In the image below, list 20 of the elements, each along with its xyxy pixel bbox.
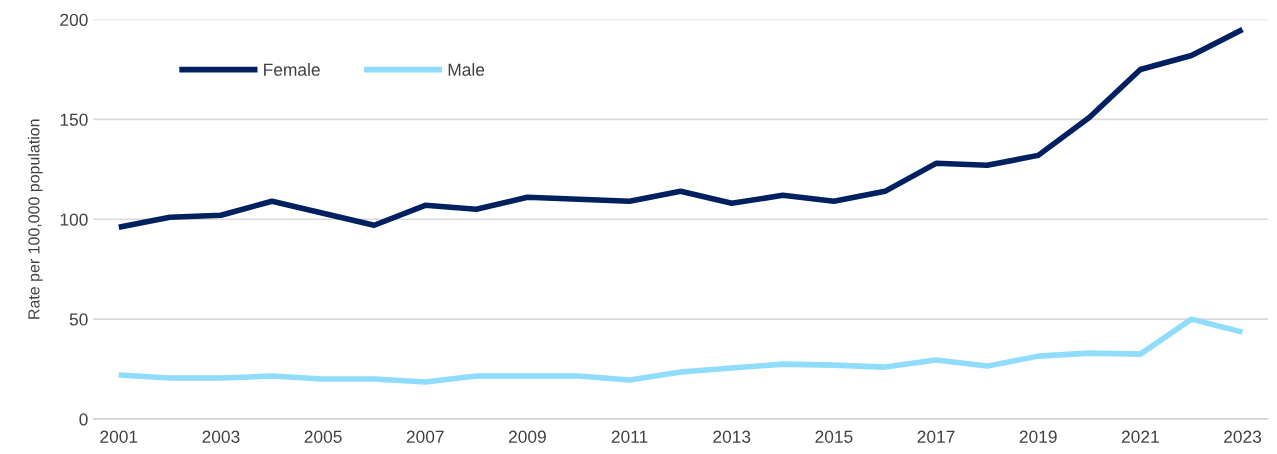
x-tick-label: 2021	[1121, 430, 1159, 443]
legend-label: Male	[448, 63, 485, 76]
y-axis-title: Rate per 100,000 population	[27, 119, 43, 319]
x-tick-label: 2009	[508, 430, 546, 443]
x-tick-label: 2005	[304, 430, 342, 443]
x-tick-label: 2019	[1019, 430, 1057, 443]
x-tick-label: 2003	[202, 430, 240, 443]
x-tick-label: 2007	[406, 430, 444, 443]
x-tick-label: 2023	[1224, 430, 1262, 443]
y-tick-label: 100	[60, 213, 88, 226]
y-tick-label: 150	[60, 113, 88, 126]
x-tick-label: 2013	[713, 430, 751, 443]
y-tick-label: 0	[79, 413, 88, 426]
x-tick-label: 2015	[815, 430, 853, 443]
y-tick-label: 200	[60, 13, 88, 26]
x-tick-label: 2017	[917, 430, 955, 443]
x-tick-label: 2001	[100, 430, 138, 443]
x-tick-label: 2011	[611, 430, 648, 443]
legend-label: Female	[264, 63, 320, 76]
y-tick-label: 50	[69, 313, 88, 326]
